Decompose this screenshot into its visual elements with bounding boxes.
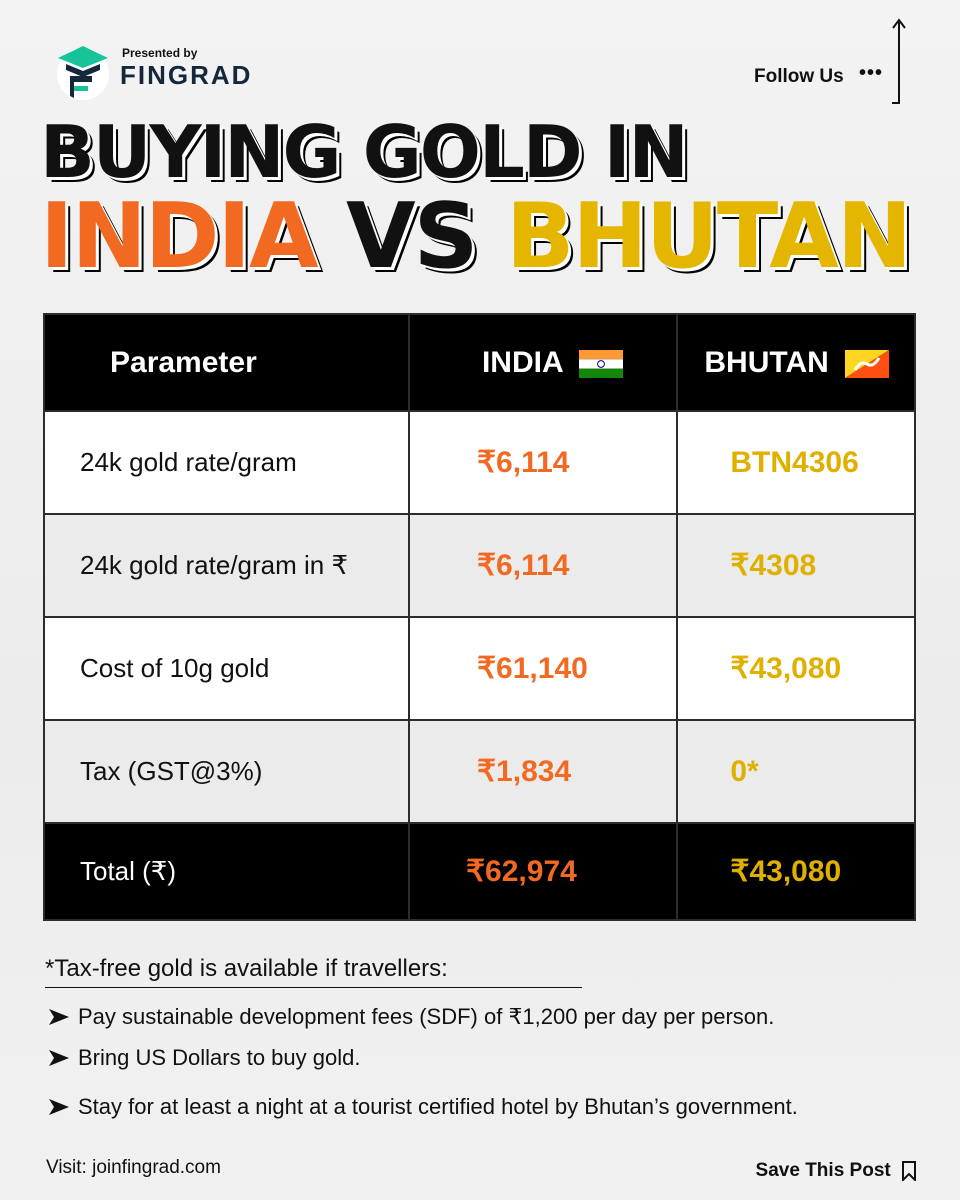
header-bhutan-label: BHUTAN (704, 345, 829, 379)
header-india: INDIA (407, 313, 679, 412)
list-item: Stay for at least a night at a tourist c… (45, 1094, 798, 1134)
up-arrow-icon (892, 18, 906, 104)
row-bhutan-value: 0* (676, 719, 916, 824)
row-parameter: 24k gold rate/gram (43, 410, 410, 515)
save-post-label: Save This Post (755, 1160, 891, 1181)
table-header-row: Parameter INDIA BHUTAN (43, 313, 916, 412)
list-item-text: Bring US Dollars to buy gold. (78, 1045, 361, 1070)
header-parameter: Parameter (43, 313, 410, 412)
title-vs: VS (346, 184, 478, 289)
brand-name: FINGRAD (120, 60, 253, 90)
row-bhutan-value: BTN4306 (676, 410, 916, 515)
row-parameter: Tax (GST@3%) (43, 719, 410, 824)
visit-website-link[interactable]: Visit: joinfingrad.com (46, 1157, 221, 1178)
total-parameter: Total (₹) (43, 822, 410, 921)
note-underline (45, 987, 582, 988)
total-india-value: ₹62,974 (407, 822, 679, 921)
bullet-arrow-icon (49, 1050, 69, 1066)
table-row: Cost of 10g gold ₹61,140 ₹43,080 (43, 616, 916, 721)
tax-free-note-title: *Tax-free gold is available if traveller… (45, 955, 448, 982)
row-bhutan-value: ₹43,080 (676, 616, 916, 721)
table-row: 24k gold rate/gram in ₹ ₹6,114 ₹4308 (43, 513, 916, 618)
bookmark-icon (902, 1160, 916, 1181)
table-total-row: Total (₹) ₹62,974 ₹43,080 (43, 822, 916, 921)
total-bhutan-value: ₹43,080 (676, 822, 916, 921)
table-row: Tax (GST@3%) ₹1,834 0* (43, 719, 916, 824)
list-item-text: Stay for at least a night at a tourist c… (78, 1094, 798, 1119)
row-parameter: 24k gold rate/gram in ₹ (43, 513, 410, 618)
title-india: INDIA (40, 184, 319, 289)
title-line-1: BUYING GOLD IN (40, 110, 689, 194)
title-line-2: INDIA VS BHUTAN (40, 192, 912, 282)
bullet-arrow-icon (49, 1009, 69, 1025)
list-item: Bring US Dollars to buy gold. (45, 1045, 798, 1094)
list-item-text: Pay sustainable development fees (SDF) o… (78, 1004, 775, 1029)
india-flag-icon (578, 349, 623, 378)
bhutan-flag-icon (845, 349, 890, 378)
comparison-table: Parameter INDIA BHUTAN 24k gold rate/gra… (43, 313, 916, 921)
conditions-list: Pay sustainable development fees (SDF) o… (45, 1004, 798, 1134)
brand: Presented by FINGRAD (52, 38, 272, 108)
presented-by-label: Presented by (122, 46, 198, 60)
fingrad-logo-icon (57, 46, 109, 100)
bullet-arrow-icon (49, 1099, 69, 1115)
row-india-value: ₹6,114 (407, 410, 679, 515)
row-india-value: ₹6,114 (407, 513, 679, 618)
follow-us-button[interactable]: Follow Us ••• (746, 18, 906, 104)
header-bhutan: BHUTAN (676, 313, 916, 412)
save-post-button[interactable]: Save This Post (756, 1160, 916, 1182)
header-india-label: INDIA (481, 345, 563, 379)
row-india-value: ₹1,834 (407, 719, 679, 824)
table-row: 24k gold rate/gram ₹6,114 BTN4306 (43, 410, 916, 515)
row-bhutan-value: ₹4308 (676, 513, 916, 618)
title-bhutan: BHUTAN (505, 184, 912, 289)
more-dots-icon: ••• (859, 62, 884, 84)
follow-us-label: Follow Us (754, 66, 844, 87)
list-item: Pay sustainable development fees (SDF) o… (45, 1004, 798, 1045)
row-india-value: ₹61,140 (407, 616, 679, 721)
row-parameter: Cost of 10g gold (43, 616, 410, 721)
